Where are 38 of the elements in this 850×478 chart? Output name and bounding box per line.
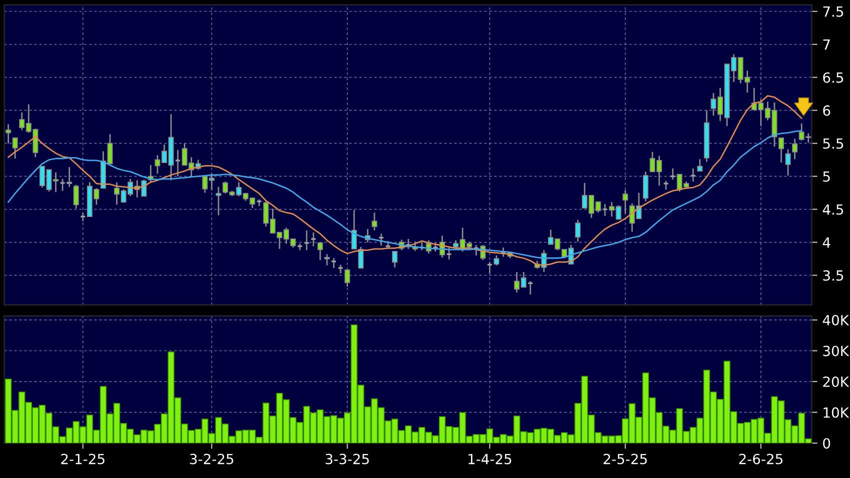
x-tick-label: 3-3-25 <box>326 454 369 464</box>
y-tick-label: 7 <box>823 40 830 50</box>
x-tick-label: 2-1-25 <box>61 454 104 464</box>
x-tick-label: 1-4-25 <box>468 454 512 464</box>
x-tick-label: 3-2-25 <box>190 454 234 464</box>
y-tick-label: 20K <box>823 376 850 388</box>
y-tick-label: 5 <box>823 171 830 182</box>
y-tick-label: 30K <box>823 346 850 356</box>
y-tick-label: 7.5 <box>823 6 844 17</box>
candlestick <box>6 124 12 144</box>
candlestick <box>372 212 378 232</box>
candlestick <box>12 137 18 160</box>
candlestick <box>66 166 72 188</box>
y-tick-label: 10K <box>824 407 850 418</box>
y-tick-label: 4 <box>822 237 830 248</box>
candlestick <box>494 254 500 266</box>
candlestick <box>575 219 581 242</box>
candlestick <box>622 189 628 214</box>
candlestick <box>778 137 784 164</box>
candlestick <box>392 250 398 268</box>
candlestick <box>697 158 703 172</box>
candlestick <box>216 186 222 216</box>
candlestick <box>344 269 350 288</box>
x-tick-label: 2-5-25 <box>604 454 647 464</box>
y-tick-label: 3.5 <box>823 270 844 281</box>
candlestick <box>792 138 798 160</box>
candlestick <box>317 242 323 261</box>
candlestick <box>73 184 79 210</box>
x-tick-label: 2-6-25 <box>739 454 782 464</box>
candlestick <box>642 171 648 202</box>
candlestick <box>324 253 330 266</box>
y-tick-label: 4.5 <box>822 204 844 215</box>
candlestick <box>785 148 791 176</box>
y-tick-label: 6 <box>823 105 830 116</box>
y-tick-label: 0 <box>823 438 830 449</box>
y-tick-label: 5.5 <box>823 138 844 149</box>
y-tick-label: 6.5 <box>823 72 844 83</box>
y-tick-label: 40K <box>822 314 850 326</box>
